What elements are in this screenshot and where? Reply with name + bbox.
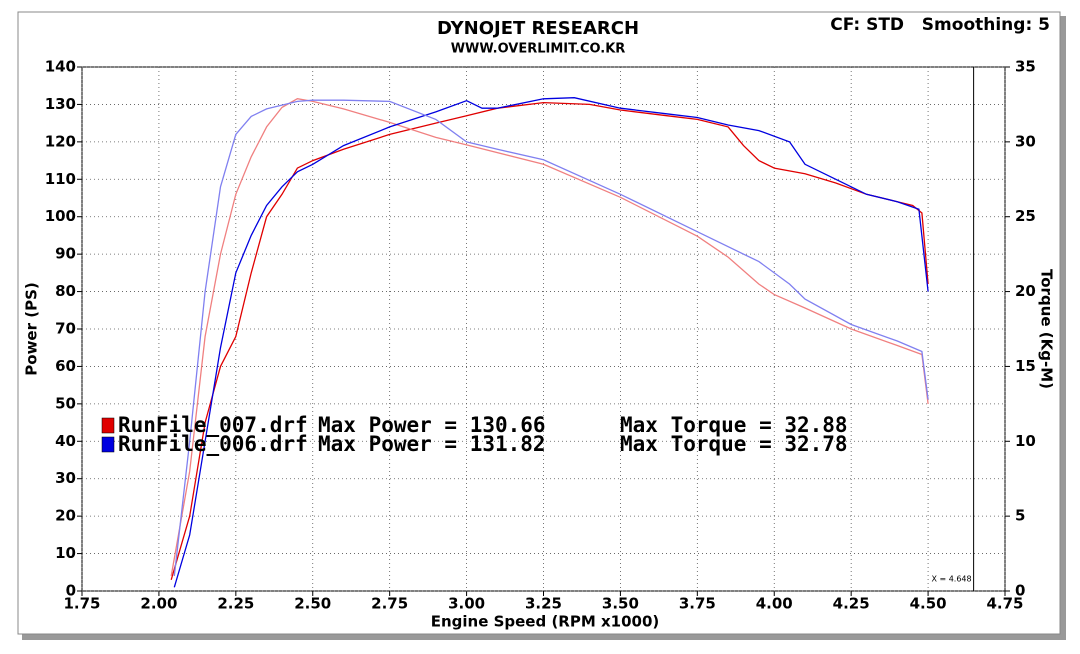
legend-max-torque: Max Torque = 32.88	[620, 413, 848, 437]
x-tick-label: 3.50	[602, 595, 639, 613]
legend-max-torque: Max Torque = 32.78	[620, 432, 848, 456]
x-tick-label: 4.75	[986, 595, 1023, 613]
y-tick-label: 90	[55, 245, 76, 263]
legend-swatch	[101, 436, 115, 453]
x-tick-label: 2.75	[371, 595, 408, 613]
x-tick-label: 2.50	[294, 595, 331, 613]
settings-text: CF: STD Smoothing: 5	[830, 15, 1050, 35]
y-tick-label: 130	[45, 95, 76, 113]
y-tick-label: 40	[55, 432, 76, 450]
y-tick-label: 60	[55, 357, 76, 375]
legend-file: RunFile_007.drf	[118, 413, 308, 437]
y-tick-label: 120	[45, 132, 76, 150]
y-axis-label: Power (PS)	[23, 282, 41, 375]
y2-tick-label: 0	[1015, 582, 1025, 600]
x-tick-label: 3.25	[525, 595, 562, 613]
series-line	[173, 99, 929, 577]
y2-tick-label: 15	[1015, 357, 1036, 375]
chart-title: DYNOJET RESEARCH	[437, 18, 639, 39]
y-tick-label: 50	[55, 394, 76, 412]
legend-file: RunFile_006.drf	[118, 432, 308, 456]
y2-tick-label: 30	[1015, 132, 1036, 150]
y2-tick-label: 10	[1015, 432, 1036, 450]
x-tick-label: 2.25	[217, 595, 254, 613]
y2-tick-label: 5	[1015, 507, 1025, 525]
x-axis-label: Engine Speed (RPM x1000)	[431, 613, 660, 631]
x-tick-label: 2.00	[140, 595, 177, 613]
y2-tick-label: 20	[1015, 282, 1036, 300]
y2-tick-label: 35	[1015, 58, 1036, 76]
x-tick-label: 1.75	[63, 595, 100, 613]
legend-max-power: Max Power = 130.66	[318, 413, 546, 437]
y-tick-label: 110	[45, 170, 76, 188]
x-tick-label: 3.75	[679, 595, 716, 613]
y-tick-label: 140	[45, 58, 76, 76]
x-tick-label: 4.25	[833, 595, 870, 613]
y2-tick-label: 25	[1015, 207, 1036, 225]
y-tick-label: 10	[55, 544, 76, 562]
chart-subtitle: WWW.OVERLIMIT.CO.KR	[451, 42, 626, 57]
y-tick-label: 80	[55, 282, 76, 300]
series-line	[173, 97, 929, 588]
series-line	[170, 101, 929, 580]
y-tick-label: 100	[45, 207, 76, 225]
legend-max-power: Max Power = 131.82	[318, 432, 546, 456]
series-line	[170, 98, 929, 577]
y-tick-label: 20	[55, 507, 76, 525]
y-tick-label: 0	[66, 582, 76, 600]
legend-swatch	[101, 417, 115, 434]
cursor-label: X = 4.648	[931, 575, 971, 584]
x-tick-label: 4.50	[910, 595, 947, 613]
x-tick-label: 4.00	[756, 595, 793, 613]
x-tick-label: 3.00	[448, 595, 485, 613]
panel	[17, 11, 1061, 635]
y-tick-label: 70	[55, 320, 76, 338]
y-tick-label: 30	[55, 469, 76, 487]
y2-axis-label: Torque (Kg-M)	[1038, 269, 1056, 389]
